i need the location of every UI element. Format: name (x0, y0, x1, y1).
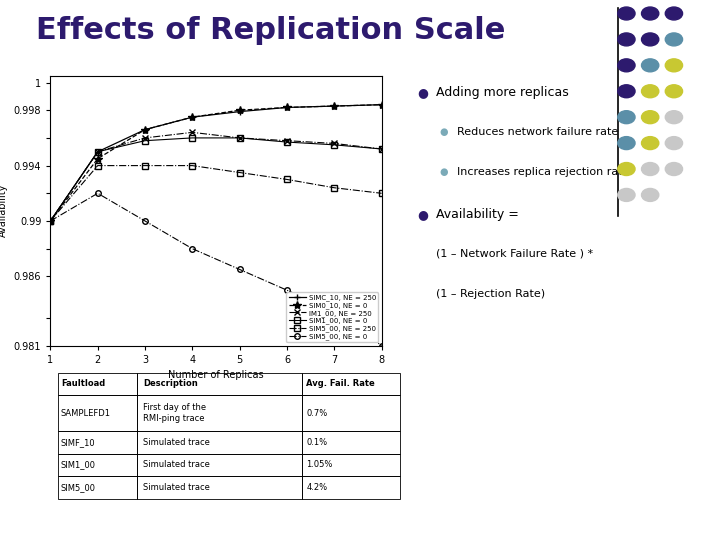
Text: Faultload: Faultload (60, 380, 105, 388)
Text: ●: ● (418, 208, 428, 221)
SIMC_10, NE = 250 (94, 148, 102, 155)
SIMC_10, NE = 250 (188, 114, 197, 120)
SIM5_00, NE = 0 (283, 287, 292, 293)
IM1_00, NE = 250 (283, 138, 292, 144)
Text: First day of the
RMI-ping trace: First day of the RMI-ping trace (143, 403, 207, 423)
SIM0_10, NE = 0 (46, 218, 55, 224)
SIM5_00, NE = 0 (235, 266, 244, 273)
SIM5_00, NE = 250 (94, 163, 102, 169)
SIM5_00, NE = 250 (235, 169, 244, 176)
IM1_00, NE = 250 (140, 134, 149, 141)
Text: Simulated trace: Simulated trace (143, 461, 210, 469)
IM1_00, NE = 250 (330, 140, 338, 147)
Text: ●: ● (439, 127, 448, 137)
Bar (302, 454, 400, 476)
Bar (58, 373, 137, 395)
Text: SAMPLEFD1: SAMPLEFD1 (60, 409, 111, 417)
Text: SIM5_00: SIM5_00 (60, 483, 96, 492)
SIMC_10, NE = 250 (140, 126, 149, 133)
Bar (58, 395, 137, 431)
Line: IM1_00, NE = 250: IM1_00, NE = 250 (47, 129, 385, 225)
Bar (137, 431, 302, 454)
SIMC_10, NE = 250 (46, 218, 55, 224)
Bar (137, 454, 302, 476)
Bar (137, 395, 302, 431)
Text: SIM1_00: SIM1_00 (60, 461, 96, 469)
Text: (1 – Rejection Rate): (1 – Rejection Rate) (436, 289, 545, 299)
IM1_00, NE = 250 (188, 129, 197, 136)
Legend: SIMC_10, NE = 250, SIM0_10, NE = 0, IM1_00, NE = 250, SIM1_00, NE = 0, SIM5_00, : SIMC_10, NE = 250, SIM0_10, NE = 0, IM1_… (287, 292, 378, 342)
SIM5_00, NE = 250 (283, 176, 292, 183)
IM1_00, NE = 250 (235, 134, 244, 141)
SIM5_00, NE = 250 (188, 163, 197, 169)
IM1_00, NE = 250 (94, 148, 102, 155)
Text: ●: ● (418, 86, 428, 99)
SIM1_00, NE = 0 (140, 138, 149, 144)
Text: 0.1%: 0.1% (306, 438, 328, 447)
Text: ●: ● (439, 167, 448, 178)
X-axis label: Number of Replicas: Number of Replicas (168, 370, 264, 380)
Bar (302, 373, 400, 395)
SIM1_00, NE = 0 (188, 134, 197, 141)
Text: Increases replica rejection rate: Increases replica rejection rate (457, 167, 630, 178)
Bar (58, 431, 137, 454)
Text: Adding more replicas: Adding more replicas (436, 86, 568, 99)
SIMC_10, NE = 250 (235, 109, 244, 115)
Text: Availability =: Availability = (436, 208, 518, 221)
Bar (58, 454, 137, 476)
IM1_00, NE = 250 (377, 146, 386, 152)
Bar (58, 476, 137, 499)
SIM0_10, NE = 0 (140, 126, 149, 133)
SIM5_00, NE = 0 (94, 190, 102, 197)
Line: SIM1_00, NE = 0: SIM1_00, NE = 0 (48, 135, 384, 224)
Bar (302, 476, 400, 499)
Bar (137, 476, 302, 499)
SIM1_00, NE = 0 (94, 148, 102, 155)
SIMC_10, NE = 250 (283, 104, 292, 111)
SIMC_10, NE = 250 (377, 102, 386, 108)
Text: Avg. Fail. Rate: Avg. Fail. Rate (306, 380, 375, 388)
SIM5_00, NE = 250 (46, 218, 55, 224)
SIM5_00, NE = 250 (330, 185, 338, 191)
Text: (1 – Network Failure Rate ) *: (1 – Network Failure Rate ) * (436, 248, 593, 259)
SIM5_00, NE = 0 (377, 342, 386, 349)
Text: Effects of Replication Scale: Effects of Replication Scale (36, 16, 505, 45)
SIM5_00, NE = 250 (140, 163, 149, 169)
SIM5_00, NE = 0 (188, 246, 197, 252)
SIM1_00, NE = 0 (377, 146, 386, 152)
SIM1_00, NE = 0 (330, 141, 338, 148)
Text: Description: Description (143, 380, 198, 388)
Text: SIMF_10: SIMF_10 (60, 438, 95, 447)
SIM1_00, NE = 0 (235, 134, 244, 141)
SIM1_00, NE = 0 (283, 139, 292, 145)
Line: SIM5_00, NE = 0: SIM5_00, NE = 0 (48, 191, 384, 348)
Text: Simulated trace: Simulated trace (143, 483, 210, 492)
SIM0_10, NE = 0 (330, 103, 338, 109)
SIM5_00, NE = 0 (140, 218, 149, 224)
SIM0_10, NE = 0 (94, 156, 102, 162)
Line: SIM0_10, NE = 0: SIM0_10, NE = 0 (46, 100, 386, 225)
Text: 0.7%: 0.7% (306, 409, 328, 417)
Text: Simulated trace: Simulated trace (143, 438, 210, 447)
Text: 4.2%: 4.2% (306, 483, 328, 492)
Text: Reduces network failure rate: Reduces network failure rate (457, 127, 618, 137)
Bar (302, 431, 400, 454)
Line: SIMC_10, NE = 250: SIMC_10, NE = 250 (47, 101, 385, 225)
IM1_00, NE = 250 (46, 218, 55, 224)
SIMC_10, NE = 250 (330, 103, 338, 109)
Bar (137, 373, 302, 395)
Text: 1.05%: 1.05% (306, 461, 333, 469)
Y-axis label: Availability: Availability (0, 184, 9, 237)
SIM5_00, NE = 0 (46, 218, 55, 224)
SIM5_00, NE = 250 (377, 190, 386, 197)
SIM5_00, NE = 0 (330, 308, 338, 314)
SIM0_10, NE = 0 (235, 107, 244, 113)
SIM0_10, NE = 0 (283, 104, 292, 111)
Bar (302, 395, 400, 431)
SIM0_10, NE = 0 (188, 114, 197, 120)
SIM0_10, NE = 0 (377, 102, 386, 108)
Line: SIM5_00, NE = 250: SIM5_00, NE = 250 (48, 163, 384, 224)
SIM1_00, NE = 0 (46, 218, 55, 224)
